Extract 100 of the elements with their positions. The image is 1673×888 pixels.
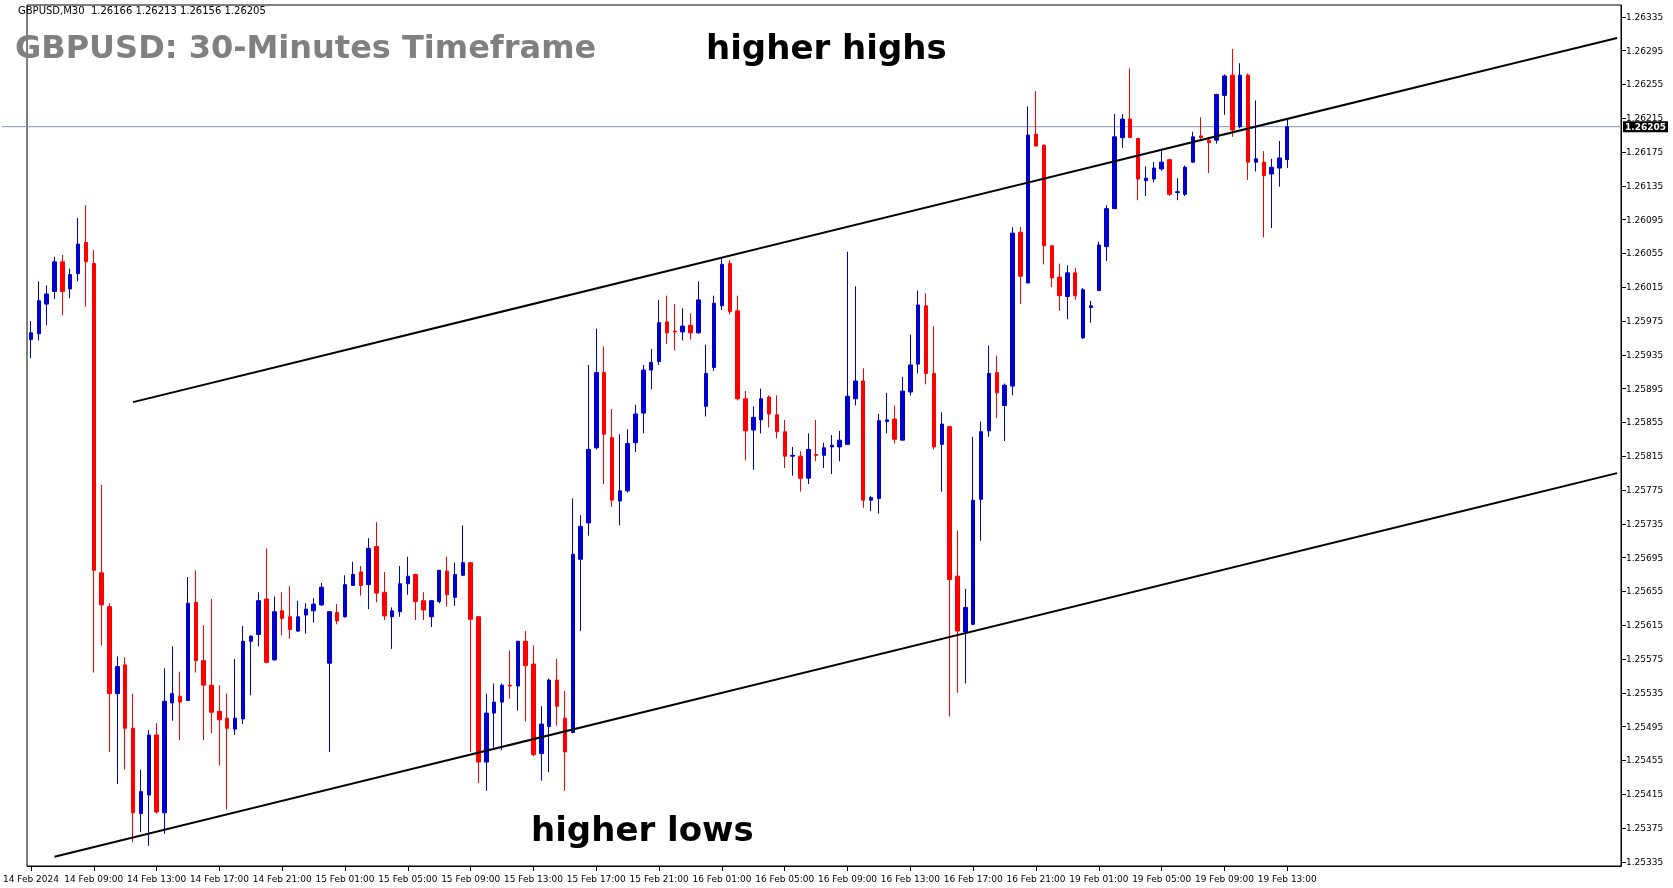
x-tick-label: 14 Feb 17:00 xyxy=(189,873,250,884)
candlestick xyxy=(531,644,536,757)
candlestick xyxy=(60,254,65,316)
y-tick-label: 1.26295 xyxy=(1626,45,1664,56)
x-tick-label: 14 Feb 13:00 xyxy=(127,873,187,884)
candlestick xyxy=(877,413,881,515)
candlestick xyxy=(767,394,771,428)
candlestick xyxy=(233,658,237,736)
candlestick xyxy=(1238,62,1242,129)
candlestick xyxy=(728,259,732,315)
candlestick xyxy=(249,634,253,696)
candlestick xyxy=(280,591,284,636)
x-tick-label: 19 Feb 13:00 xyxy=(1257,873,1318,884)
y-tick-label: 1.25975 xyxy=(1626,316,1664,327)
candlestick xyxy=(1042,143,1046,265)
y-tick-label: 1.25735 xyxy=(1626,518,1664,529)
candlestick xyxy=(704,344,708,417)
candlestick xyxy=(476,615,481,784)
candlestick xyxy=(845,251,850,445)
candlestick xyxy=(1183,165,1187,197)
candlestick xyxy=(68,268,72,299)
candlestick xyxy=(853,285,858,406)
candlestick xyxy=(1081,287,1085,340)
candlestick xyxy=(382,571,387,621)
candlestick xyxy=(374,521,379,603)
candlestick xyxy=(618,433,622,526)
candlestick xyxy=(1120,113,1125,149)
candlestick xyxy=(492,682,496,749)
candlestick xyxy=(194,569,198,674)
y-tick-label: 1.25535 xyxy=(1626,687,1664,698)
candlestick xyxy=(1262,150,1266,238)
candlestick xyxy=(366,537,371,610)
candlestick xyxy=(861,367,865,509)
candlestick xyxy=(586,364,591,537)
candlestick xyxy=(916,290,920,374)
candlestick xyxy=(1002,383,1007,442)
candlestick xyxy=(798,450,803,493)
candlestick xyxy=(1104,204,1109,262)
candlestick xyxy=(1112,113,1117,210)
candlestick xyxy=(37,280,41,341)
y-tick-label: 1.26055 xyxy=(1626,248,1664,259)
x-tick-label: 15 Feb 05:00 xyxy=(378,873,438,884)
candlestick xyxy=(186,576,190,702)
x-tick-label: 14 Feb 21:00 xyxy=(252,873,313,884)
x-tick-label: 15 Feb 21:00 xyxy=(629,873,689,884)
x-tick-label: 14 Feb 09:00 xyxy=(64,873,124,884)
candlestick xyxy=(288,585,292,640)
candlestick xyxy=(955,530,960,694)
candlestick xyxy=(932,325,936,450)
y-tick-label: 1.25855 xyxy=(1626,417,1664,428)
candlestick xyxy=(1246,72,1250,181)
candlestick xyxy=(940,411,944,493)
ref-line-label: 1.26205 xyxy=(1625,121,1666,132)
candlestick xyxy=(178,671,182,741)
candlestick xyxy=(500,682,504,751)
candlestick xyxy=(602,345,606,485)
candlestick xyxy=(539,705,544,782)
y-tick-label: 1.26255 xyxy=(1626,79,1664,90)
candlestick xyxy=(830,434,834,475)
x-tick-label: 16 Feb 05:00 xyxy=(755,873,815,884)
x-tick-label: 16 Feb 09:00 xyxy=(818,873,878,884)
candlestick xyxy=(453,562,457,607)
x-tick-label: 19 Feb 09:00 xyxy=(1194,873,1255,884)
candlestick xyxy=(1285,119,1289,169)
candlestick xyxy=(641,364,646,434)
candlestick xyxy=(225,693,229,810)
candlestick xyxy=(162,667,167,835)
candlestick xyxy=(547,677,551,773)
candlestick xyxy=(1097,241,1101,292)
candlestick xyxy=(759,388,763,434)
candlestick xyxy=(1152,161,1156,183)
candlestick xyxy=(1277,140,1282,188)
candlestick xyxy=(256,591,261,647)
candlestick xyxy=(688,312,693,341)
y-tick-label: 1.26015 xyxy=(1626,282,1664,293)
x-tick-label: 19 Feb 01:00 xyxy=(1069,873,1129,884)
x-tick-label: 16 Feb 21:00 xyxy=(1006,873,1066,884)
candlestick xyxy=(99,484,104,646)
candlestick xyxy=(1207,136,1211,174)
candlestick xyxy=(76,217,80,282)
candlestick xyxy=(979,421,983,542)
candlestick xyxy=(1136,137,1140,201)
candlestick xyxy=(523,630,528,723)
candlestick xyxy=(1065,264,1070,320)
candlestick xyxy=(743,390,748,461)
candlestick xyxy=(822,442,826,469)
y-tick-label: 1.26095 xyxy=(1626,214,1664,225)
candlestick xyxy=(217,684,222,766)
candlestick xyxy=(209,598,214,734)
y-tick-label: 1.25895 xyxy=(1626,383,1664,394)
candlestick xyxy=(413,573,418,621)
candlestick xyxy=(924,292,928,385)
candlestick xyxy=(29,320,33,359)
candlestick xyxy=(735,295,740,401)
candlestick xyxy=(468,562,473,753)
candlestick xyxy=(1034,90,1038,147)
candlestick xyxy=(1191,131,1195,164)
candlestick xyxy=(900,376,905,441)
candlestick xyxy=(1018,226,1023,305)
candlestick xyxy=(751,405,756,471)
